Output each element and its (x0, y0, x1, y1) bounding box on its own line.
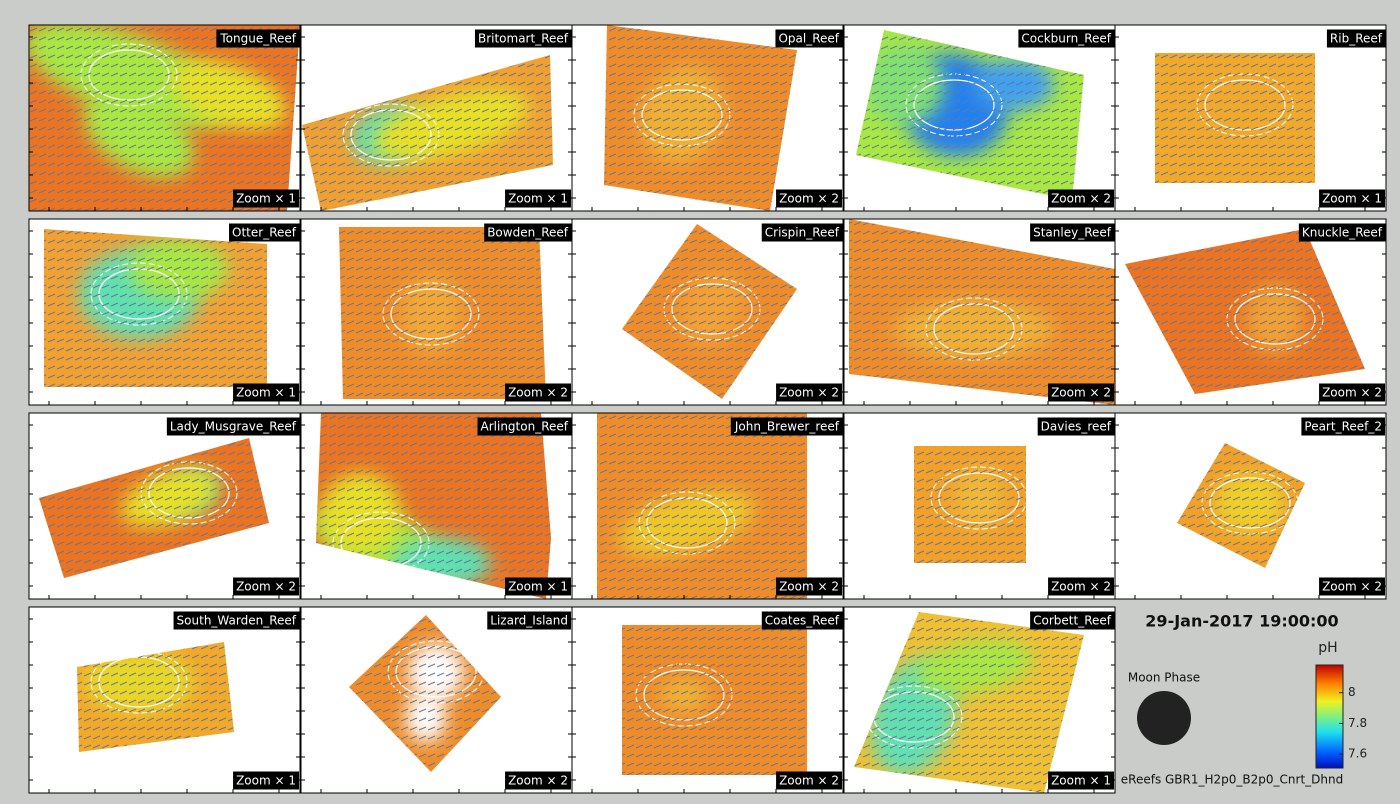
reef-panel: Britomart_Reef Zoom × 1 (300, 24, 573, 212)
reef-panel: John_Brewer_reef Zoom × 2 (571, 412, 844, 600)
zoom-label: Zoom × 2 (1051, 580, 1111, 594)
reef-name: Britomart_Reef (478, 32, 569, 46)
zoom-label: Zoom × 2 (508, 774, 568, 788)
footer: eReefs GBR1_H2p0_B2p0_Cnrt_Dhnd (1121, 773, 1343, 787)
reef-panel: Cockburn_Reef Zoom × 2 (843, 24, 1116, 212)
colorbar-tick-label: 7.6 (1348, 747, 1367, 761)
reef-name: Lizard_Island (490, 614, 568, 628)
zoom-label: Zoom × 1 (236, 774, 296, 788)
moon-phase-label: Moon Phase (1128, 671, 1200, 685)
zoom-label: Zoom × 2 (508, 386, 568, 400)
reef-name: Peart_Reef_2 (1304, 420, 1382, 434)
current-vectors (914, 446, 1026, 563)
zoom-label: Zoom × 2 (779, 192, 839, 206)
reef-panel: Corbett_Reef Zoom × 1 (843, 606, 1116, 794)
reef-panel: Coates_Reef Zoom × 2 (571, 606, 844, 794)
current-vectors (29, 25, 300, 211)
reef-panel: Peart_Reef_2 Zoom × 2 (1114, 412, 1387, 600)
timestamp: 29-Jan-2017 19:00:00 (1145, 612, 1338, 631)
current-vectors (604, 25, 797, 211)
zoom-label: Zoom × 2 (1322, 580, 1382, 594)
current-vectors (1177, 443, 1305, 568)
reef-panel: Otter_Reef Zoom × 1 (28, 218, 301, 406)
zoom-label: Zoom × 1 (508, 580, 568, 594)
current-vectors (1125, 229, 1365, 394)
current-vectors (44, 229, 267, 387)
current-vectors (39, 438, 269, 578)
reef-panel: Knuckle_Reef Zoom × 2 (1114, 218, 1387, 406)
reef-name: Lady_Musgrave_Reef (170, 420, 297, 434)
reef-name: Corbett_Reef (1033, 614, 1112, 628)
zoom-label: Zoom × 2 (779, 386, 839, 400)
reef-panel: South_Warden_Reef Zoom × 1 (28, 606, 301, 794)
moon-icon (1137, 691, 1191, 745)
colorbar (1315, 664, 1344, 769)
reef-name: Opal_Reef (778, 32, 839, 46)
reef-name: Rib_Reef (1330, 32, 1383, 46)
current-vectors (854, 612, 1084, 793)
colorbar-tick-label: 7.8 (1348, 716, 1367, 730)
zoom-label: Zoom × 1 (1322, 192, 1382, 206)
zoom-label: Zoom × 2 (1051, 192, 1111, 206)
current-vectors (597, 413, 807, 599)
zoom-label: Zoom × 2 (1322, 386, 1382, 400)
zoom-label: Zoom × 2 (236, 580, 296, 594)
colorbar-tick-label: 8 (1348, 685, 1356, 699)
reef-name: Crispin_Reef (765, 226, 840, 240)
zoom-label: Zoom × 2 (779, 580, 839, 594)
colorbar-ticks: 7.6 7.8 8 (1339, 685, 1367, 761)
reef-name: Davies_reef (1041, 420, 1112, 434)
zoom-label: Zoom × 2 (1051, 386, 1111, 400)
zoom-label: Zoom × 1 (236, 192, 296, 206)
reef-panel: Crispin_Reef Zoom × 2 (571, 218, 844, 406)
reef-name: Coates_Reef (765, 614, 840, 628)
reef-name: Tongue_Reef (219, 32, 296, 46)
reef-name: Bowden_Reef (487, 226, 569, 240)
zoom-label: Zoom × 1 (236, 386, 296, 400)
reef-name: Stanley_Reef (1033, 226, 1112, 240)
colorbar-label: pH (1318, 640, 1337, 656)
current-vectors (622, 224, 797, 399)
current-vectors (856, 30, 1084, 200)
reef-panel: Lady_Musgrave_Reef Zoom × 2 (28, 412, 301, 600)
zoom-label: Zoom × 1 (508, 192, 568, 206)
reef-name: Arlington_Reef (481, 420, 569, 434)
reef-panel: Opal_Reef Zoom × 2 (571, 24, 844, 212)
reef-name: Otter_Reef (232, 226, 297, 240)
zoom-label: Zoom × 1 (1051, 774, 1111, 788)
reef-name: John_Brewer_reef (734, 420, 840, 434)
current-vectors (349, 615, 501, 772)
reef-panel: Bowden_Reef Zoom × 2 (300, 218, 573, 406)
current-vectors (302, 55, 553, 211)
zoom-label: Zoom × 2 (779, 774, 839, 788)
current-vectors (1155, 53, 1315, 183)
current-vectors (316, 413, 551, 599)
reef-name: South_Warden_Reef (177, 614, 297, 628)
reef-name: Cockburn_Reef (1021, 32, 1111, 46)
reef-panel: Tongue_Reef Zoom × 1 (28, 24, 301, 212)
current-vectors (339, 227, 546, 399)
reef-panel: Rib_Reef Zoom × 1 (1114, 24, 1387, 212)
panel-grid: Tongue_Reef Zoom × 1 Britomart_Reef Zoom × … (28, 24, 1387, 794)
reef-panel: Davies_reef Zoom × 2 (843, 412, 1116, 600)
reef-name: Knuckle_Reef (1302, 226, 1383, 240)
current-vectors (77, 642, 234, 752)
reef-panel: Stanley_Reef Zoom × 2 (843, 218, 1116, 406)
reef-panel: Arlington_Reef Zoom × 1 (300, 412, 573, 600)
reef-panel: Lizard_Island Zoom × 2 (300, 606, 573, 794)
current-vectors (622, 625, 807, 775)
current-vectors (849, 219, 1115, 405)
